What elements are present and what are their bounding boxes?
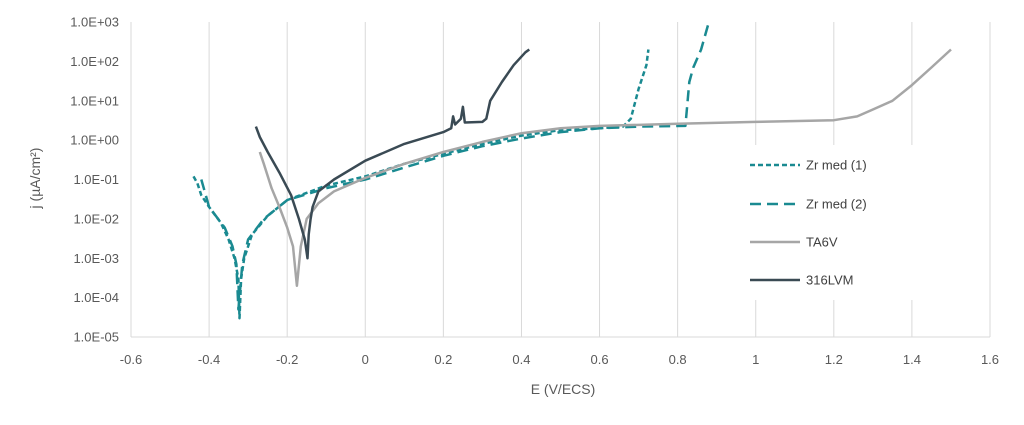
- y-tick-label: 1.0E+01: [70, 93, 119, 108]
- y-tick-label: 1.0E-03: [73, 251, 119, 266]
- x-tick-label: 1: [752, 352, 759, 367]
- legend-label: Zr med (1): [806, 158, 867, 173]
- legend-label: Zr med (2): [806, 197, 867, 212]
- x-tick-label: 1.4: [903, 352, 921, 367]
- y-axis-title: j (µA/cm²): [27, 148, 43, 210]
- legend: Zr med (1) Zr med (2) TA6V 316LVM: [735, 145, 970, 300]
- y-axis: 1.0E-05 1.0E-04 1.0E-03 1.0E-02 1.0E-01 1.0E+…: [70, 15, 119, 345]
- x-tick-label: -0.2: [276, 352, 298, 367]
- y-tick-label: 1.0E+00: [70, 133, 119, 148]
- y-tick-label: 1.0E+03: [70, 15, 119, 30]
- x-tick-label: 1.2: [825, 352, 843, 367]
- x-axis-title: E (V/ECS): [531, 381, 596, 397]
- x-tick-label: 0: [362, 352, 369, 367]
- legend-box: [735, 145, 970, 300]
- x-tick-label: 0.4: [512, 352, 530, 367]
- x-tick-label: 0.2: [434, 352, 452, 367]
- legend-label: 316LVM: [806, 273, 853, 288]
- series-line-316lvm: [254, 48, 531, 260]
- series-line-zr-med-1: [192, 49, 650, 320]
- y-tick-label: 1.0E-02: [73, 211, 119, 226]
- y-tick-label: 1.0E-01: [73, 172, 119, 187]
- x-tick-label: 0.8: [669, 352, 687, 367]
- series-line-zr-med-2: [200, 21, 711, 311]
- y-tick-label: 1.0E+02: [70, 54, 119, 69]
- series-layer: [192, 21, 952, 320]
- y-tick-label: 1.0E-05: [73, 330, 119, 345]
- x-tick-label: 1.6: [981, 352, 999, 367]
- x-tick-label: -0.4: [198, 352, 220, 367]
- x-axis: -0.6 -0.4 -0.2 0 0.2 0.4 0.6 0.8 1 1.2 1.4 1.6: [120, 336, 999, 367]
- y-tick-label: 1.0E-04: [73, 290, 119, 305]
- legend-label: TA6V: [806, 235, 838, 250]
- x-tick-label: 0.6: [591, 352, 609, 367]
- series-line-ta6v: [258, 48, 952, 288]
- x-tick-label: -0.6: [120, 352, 142, 367]
